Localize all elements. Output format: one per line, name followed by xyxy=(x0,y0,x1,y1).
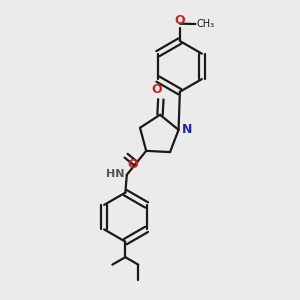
Text: O: O xyxy=(127,158,138,171)
Text: HN: HN xyxy=(106,169,124,179)
Text: N: N xyxy=(182,123,192,136)
Text: O: O xyxy=(175,14,185,27)
Text: CH₃: CH₃ xyxy=(196,19,215,29)
Text: O: O xyxy=(151,83,162,96)
